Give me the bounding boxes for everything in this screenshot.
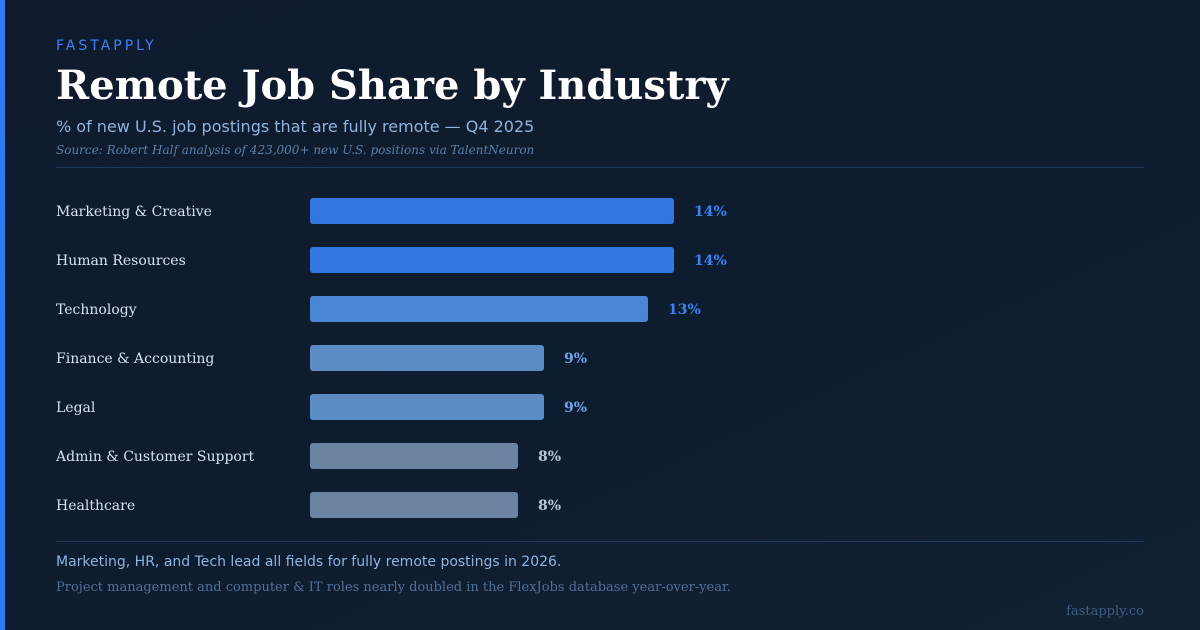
- bar: [310, 198, 674, 224]
- category-label: Human Resources: [56, 253, 186, 269]
- footnote-sub: Project management and computer & IT rol…: [56, 580, 731, 595]
- category-label: Marketing & Creative: [56, 204, 212, 220]
- bar: [310, 394, 544, 420]
- category-label: Healthcare: [56, 498, 135, 514]
- bar: [310, 247, 674, 273]
- top-divider: [56, 167, 1144, 168]
- bar: [310, 345, 544, 371]
- category-label: Technology: [56, 302, 137, 318]
- category-label: Finance & Accounting: [56, 351, 214, 367]
- bar: [310, 492, 518, 518]
- bar-chart: Marketing & Creative 14% Human Resources 14…: [56, 198, 727, 518]
- value-label: 9%: [564, 400, 587, 416]
- value-label: 13%: [668, 302, 701, 318]
- value-label: 9%: [564, 351, 587, 367]
- chart-title: Remote Job Share by Industry: [56, 62, 729, 109]
- value-label: 14%: [694, 204, 727, 220]
- bottom-divider: [56, 541, 1144, 542]
- category-label: Admin & Customer Support: [56, 449, 255, 465]
- value-label: 8%: [538, 449, 561, 465]
- brand-label: FASTAPPLY: [56, 38, 157, 54]
- site-url[interactable]: fastapply.co: [1066, 604, 1144, 619]
- value-label: 14%: [694, 253, 727, 269]
- bar: [310, 296, 648, 322]
- category-label: Legal: [56, 400, 96, 416]
- chart-source: Source: Robert Half analysis of 423,000+…: [56, 143, 535, 157]
- bar: [310, 443, 518, 469]
- value-label: 8%: [538, 498, 561, 514]
- footnote-main: Marketing, HR, and Tech lead all fields …: [56, 554, 562, 570]
- accent-stripe: [0, 0, 5, 630]
- chart-subtitle: % of new U.S. job postings that are full…: [56, 117, 535, 136]
